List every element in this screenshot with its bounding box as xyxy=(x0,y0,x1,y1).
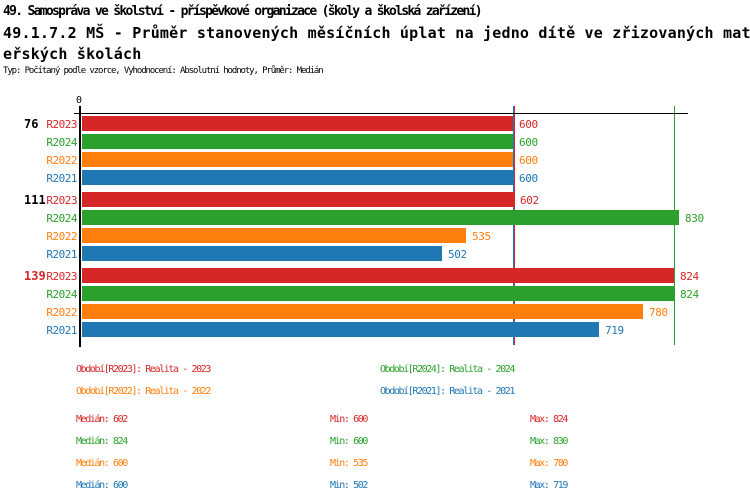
bar-value-label: 780 xyxy=(649,306,668,319)
bar-value-label: 535 xyxy=(472,230,491,243)
bar xyxy=(82,134,513,149)
legend-item-r2022: Období[R2022]: Realita - 2022 xyxy=(76,386,211,397)
bar-series-label: R2021 xyxy=(46,248,77,261)
stat-min: Min: 600 xyxy=(330,436,368,447)
bar-value-label: 824 xyxy=(680,270,699,283)
median-line-r2021 xyxy=(513,106,514,345)
stat-max: Max: 719 xyxy=(530,480,568,491)
legend-item-r2024: Období[R2024]: Realita - 2024 xyxy=(380,364,515,375)
stat-min: Min: 502 xyxy=(330,480,368,491)
stat-max: Max: 830 xyxy=(530,436,568,447)
indicator-title-line1: 49.1.7.2 MŠ - Průměr stanovených měsíční… xyxy=(3,24,750,42)
bar-value-label: 824 xyxy=(680,288,699,301)
stat-min: Min: 600 xyxy=(330,414,368,425)
bar-value-label: 600 xyxy=(519,136,538,149)
axis-origin-label: 0 xyxy=(76,95,82,106)
bar xyxy=(82,210,679,225)
group-label: 111 xyxy=(24,193,46,207)
bar-value-label: 600 xyxy=(519,172,538,185)
bar xyxy=(82,286,674,301)
bar-series-label: R2022 xyxy=(46,230,77,243)
stat-max: Max: 824 xyxy=(530,414,568,425)
bar-series-label: R2024 xyxy=(46,288,77,301)
bar-series-label: R2023 xyxy=(46,194,77,207)
indicator-title-line2: eřských školách xyxy=(3,45,142,63)
stat-median: Medián: 824 xyxy=(76,436,128,447)
stat-median: Medián: 600 xyxy=(76,458,128,469)
bar-series-label: R2022 xyxy=(46,154,77,167)
bar-series-label: R2023 xyxy=(46,270,77,283)
legend-item-r2021: Období[R2021]: Realita - 2021 xyxy=(380,386,515,397)
y-axis-line xyxy=(79,106,81,347)
median-line-r2024 xyxy=(674,106,675,345)
legend-item-r2023: Období[R2023]: Realita - 2023 xyxy=(76,364,211,375)
bar-series-label: R2022 xyxy=(46,306,77,319)
bar-value-label: 600 xyxy=(519,118,538,131)
bar-value-label: 719 xyxy=(605,324,624,337)
report-title: 49. Samospráva ve školství - příspěvkové… xyxy=(3,4,483,19)
bar-series-label: R2021 xyxy=(46,324,77,337)
bar xyxy=(82,228,466,243)
bar xyxy=(82,116,513,131)
axis-zero-tick xyxy=(74,113,80,114)
bar-value-label: 600 xyxy=(519,154,538,167)
median-line-r2023 xyxy=(514,106,515,345)
bar-series-label: R2023 xyxy=(46,118,77,131)
stat-min: Min: 535 xyxy=(330,458,368,469)
stat-median: Medián: 602 xyxy=(76,414,128,425)
group-label: 76 xyxy=(24,117,39,131)
bar-value-label: 502 xyxy=(448,248,467,261)
bar xyxy=(82,192,514,207)
stat-max: Max: 780 xyxy=(530,458,568,469)
bar xyxy=(82,152,513,167)
bar xyxy=(82,304,643,319)
bar-value-label: 830 xyxy=(685,212,704,225)
bar xyxy=(82,268,674,283)
bar xyxy=(82,170,513,185)
bar-series-label: R2024 xyxy=(46,136,77,149)
chart-meta-line: Typ: Počítaný podle vzorce, Vyhodnocení:… xyxy=(3,66,324,76)
bar-value-label: 602 xyxy=(520,194,539,207)
bar-series-label: R2021 xyxy=(46,172,77,185)
stat-median: Medián: 600 xyxy=(76,480,128,491)
x-axis-top-line xyxy=(79,113,688,114)
bar xyxy=(82,246,442,261)
bar xyxy=(82,322,599,337)
bar-series-label: R2024 xyxy=(46,212,77,225)
group-label: 139 xyxy=(24,269,46,283)
